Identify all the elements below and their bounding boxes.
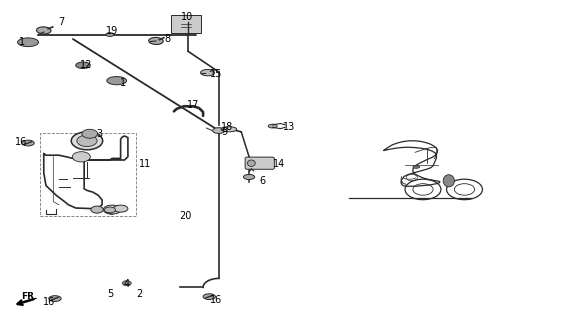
Text: 14: 14 [273,159,285,169]
Text: FR.: FR. [21,292,38,301]
Text: 2: 2 [136,289,142,299]
Ellipse shape [413,166,420,168]
Ellipse shape [76,62,90,68]
Ellipse shape [268,124,277,128]
Ellipse shape [36,27,51,34]
Text: 8: 8 [164,34,170,44]
Ellipse shape [91,206,103,213]
Circle shape [72,152,90,162]
Text: 4: 4 [123,279,129,289]
Ellipse shape [221,127,237,132]
Ellipse shape [104,207,116,213]
Ellipse shape [107,76,127,85]
Text: 9: 9 [222,127,227,137]
Text: 1: 1 [20,36,25,47]
Text: 1: 1 [121,78,126,88]
Ellipse shape [149,37,163,44]
Text: 19: 19 [105,26,118,36]
FancyBboxPatch shape [171,15,201,33]
Text: 12: 12 [80,60,92,70]
Ellipse shape [103,205,121,214]
Ellipse shape [113,205,128,212]
Ellipse shape [22,140,34,146]
Circle shape [82,129,98,138]
Circle shape [71,132,103,150]
Ellipse shape [17,38,39,47]
Text: 16: 16 [210,295,222,305]
Ellipse shape [203,294,215,300]
Text: 18: 18 [220,122,233,132]
Text: 16: 16 [43,297,55,308]
Text: 7: 7 [58,17,65,27]
Ellipse shape [213,128,225,133]
Text: 17: 17 [187,100,200,110]
Ellipse shape [201,69,214,76]
Ellipse shape [106,33,114,36]
Ellipse shape [49,296,61,301]
Ellipse shape [247,160,255,166]
Text: 10: 10 [181,12,194,22]
Text: 13: 13 [283,122,296,132]
Text: 5: 5 [107,289,114,299]
Text: 11: 11 [139,159,151,169]
FancyBboxPatch shape [245,157,274,169]
Text: 16: 16 [15,137,27,148]
Circle shape [122,281,131,286]
Text: 6: 6 [260,176,265,186]
Circle shape [77,135,97,147]
Text: 3: 3 [97,129,103,140]
Text: 20: 20 [179,211,191,221]
Ellipse shape [243,174,255,180]
Text: 15: 15 [210,68,222,79]
Ellipse shape [443,175,454,187]
